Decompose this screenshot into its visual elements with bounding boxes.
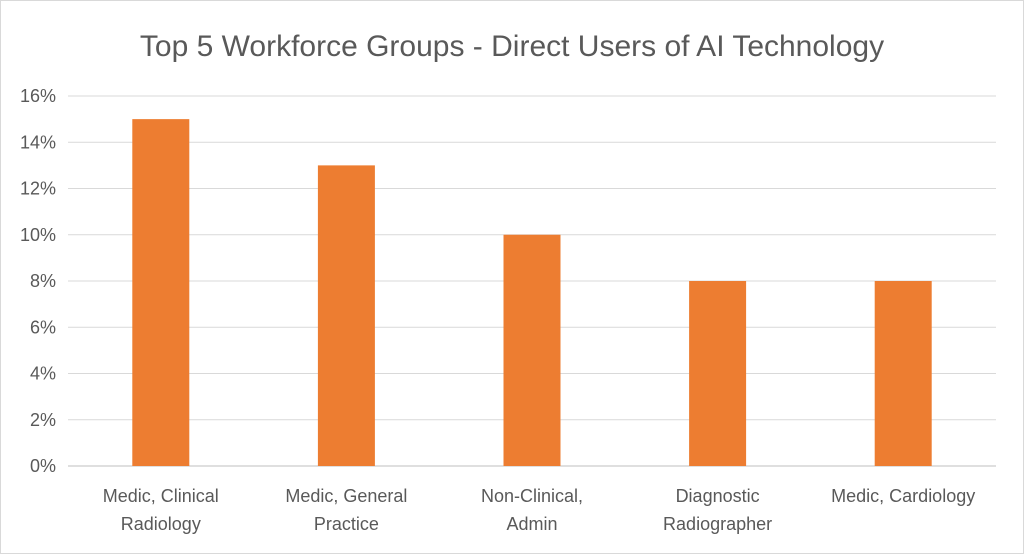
y-tick-label: 8% (30, 271, 56, 291)
y-tick-label: 2% (30, 410, 56, 430)
x-category-label: Medic, General Practice (285, 486, 407, 534)
bar (317, 165, 375, 466)
y-axis-ticks: 0% 2% 4% 6% 8% 10% 12% 14% 16% (20, 86, 56, 476)
chart-title: Top 5 Workforce Groups - Direct Users of… (140, 30, 884, 63)
bar (874, 281, 932, 466)
bars (132, 119, 932, 466)
y-tick-label: 12% (20, 179, 56, 199)
x-category-label: Non-Clinical, Admin (481, 486, 583, 534)
x-axis-labels: Medic, Clinical Radiology Medic, General Pr… (103, 486, 975, 534)
y-tick-label: 16% (20, 86, 56, 106)
y-tick-label: 10% (20, 225, 56, 245)
y-tick-label: 4% (30, 364, 56, 384)
x-category-label: Medic, Clinical Radiology (103, 486, 219, 534)
bar (503, 234, 561, 466)
x-category-label: Diagnostic Radiographer (663, 486, 772, 534)
bar (132, 119, 190, 466)
y-tick-label: 14% (20, 132, 56, 152)
bar (689, 281, 747, 466)
x-category-label: Medic, Cardiology (831, 486, 975, 506)
y-tick-label: 6% (30, 317, 56, 337)
y-tick-label: 0% (30, 456, 56, 476)
